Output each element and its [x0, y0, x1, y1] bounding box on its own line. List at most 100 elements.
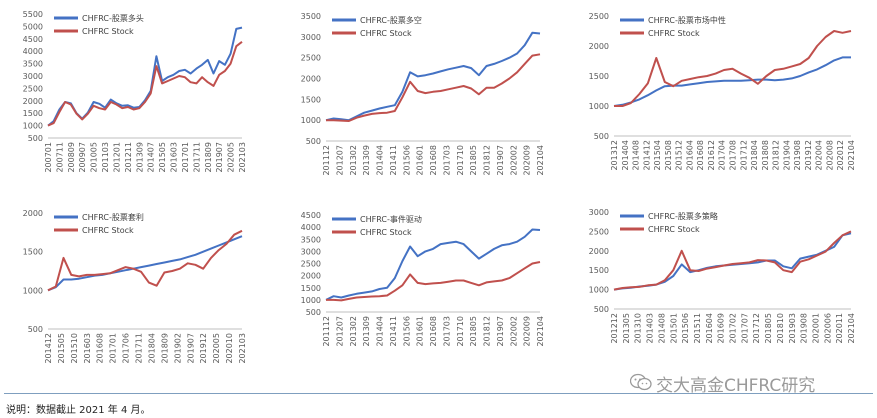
series-line-chfrc-stock: [326, 261, 541, 302]
series-line-chfrc-index: [613, 232, 852, 291]
series-line-chfrc-stock: [613, 230, 852, 291]
series-line-chfrc-index: [47, 235, 243, 292]
x-tick-label: 201411: [389, 145, 398, 176]
x-tick-label: 202103: [238, 333, 247, 364]
x-tick-label: 201701: [181, 142, 190, 173]
x-tick-label: 202004: [815, 140, 824, 171]
x-tick-label: 201903: [788, 313, 797, 344]
y-tick-label: 1500: [589, 266, 609, 275]
y-tick-label: 2500: [589, 227, 609, 236]
x-tick-label: 201411: [389, 316, 398, 347]
x-tick-label: 201403: [646, 313, 655, 344]
x-tick-label: 201608: [696, 140, 705, 171]
y-tick-label: 2500: [301, 54, 321, 63]
x-tick-label: 201601: [416, 145, 425, 176]
x-tick-label: 201412: [44, 333, 53, 364]
y-tick-label: 3000: [23, 72, 43, 81]
x-tick-label: 201505: [158, 142, 167, 173]
x-tick-label: 201005: [90, 142, 99, 173]
y-tick-label: 1000: [23, 286, 43, 295]
x-tick-label: 201404: [376, 145, 385, 176]
x-tick-label: 201201: [112, 142, 121, 173]
series-line-chfrc-stock: [47, 41, 243, 127]
x-tick-label: 201907: [496, 145, 505, 176]
x-tick-label: 201404: [376, 316, 385, 347]
series-line-chfrc-stock: [47, 229, 243, 292]
chart-5: 500 1000 1500 2000 2500 3000 3500 4000 4500 20111…: [301, 211, 545, 347]
x-tick-label: 201710: [456, 145, 465, 176]
x-tick-label: 201712: [739, 140, 748, 171]
chart-4: 500 1000 1500 2000 201412 201505 201510 201603 2…: [23, 209, 247, 364]
x-tick-label: 201506: [402, 145, 411, 176]
x-tick-label: 202010: [225, 333, 234, 364]
legend-label: CHFRC-事件驱动: [360, 214, 422, 224]
chart-2: 500 1000 1500 2000 2500 3000 3500 201112 201207 2…: [301, 12, 545, 176]
x-tick-label: 201312: [610, 140, 619, 171]
legend-label: CHFRC Stock: [82, 27, 134, 36]
y-tick-label: 2500: [301, 260, 321, 269]
x-tick-label: 201703: [442, 316, 451, 347]
watermark: 交大高金CHFRC研究: [656, 376, 816, 396]
x-tick-label: 201711: [135, 333, 144, 364]
chart-1: 500 1000 1500 2000 2500 3000 3500 4000 4500 5000 5…: [23, 10, 247, 173]
y-tick-label: 500: [28, 325, 43, 334]
x-tick-label: 201704: [718, 140, 727, 171]
x-tick-label: 202104: [536, 145, 545, 176]
x-tick-label: 200809: [67, 142, 76, 173]
x-tick-label: 201805: [469, 145, 478, 176]
x-tick-label: 201805: [764, 313, 773, 344]
x-tick-label: 201302: [349, 316, 358, 347]
x-tick-label: 202006: [823, 313, 832, 344]
y-tick-label: 2000: [589, 42, 609, 51]
legend-label: CHFRC-股票套利: [82, 212, 144, 222]
y-tick-label: 2000: [301, 75, 321, 84]
y-tick-label: 4000: [301, 223, 321, 232]
x-tick-label: 201508: [664, 140, 673, 171]
y-tick-label: 1500: [23, 109, 43, 118]
series-line-chfrc-index: [47, 26, 243, 127]
x-tick-label: 202009: [523, 316, 532, 347]
x-tick-label: 201809: [160, 333, 169, 364]
x-tick-label: 201407: [147, 142, 156, 173]
x-tick-label: 201804: [750, 140, 759, 171]
y-tick-label: 4500: [23, 35, 43, 44]
series-line-chfrc-stock: [326, 53, 541, 122]
x-tick-label: 201112: [322, 316, 331, 347]
x-tick-label: 202008: [825, 140, 834, 171]
series-line-chfrc-index: [325, 228, 541, 301]
y-tick-label: 5500: [23, 10, 43, 19]
x-tick-label: 201808: [761, 140, 770, 171]
x-tick-label: 201501: [669, 313, 678, 344]
x-tick-label: 201604: [685, 140, 694, 171]
x-tick-label: 201302: [349, 145, 358, 176]
series-line-chfrc-stock: [614, 30, 852, 107]
x-tick-label: 201907: [496, 316, 505, 347]
y-tick-label: 4000: [23, 47, 43, 56]
x-tick-label: 202104: [536, 316, 545, 347]
y-tick-label: 500: [594, 132, 609, 141]
series-line-chfrc-index: [325, 31, 541, 122]
legend-label: CHFRC-股票多策略: [648, 211, 718, 221]
x-tick-label: 201908: [793, 140, 802, 171]
x-tick-label: 201804: [147, 333, 156, 364]
legend-label: CHFRC Stock: [648, 29, 700, 38]
x-tick-label: 201912: [199, 333, 208, 364]
chart-6: 500 1000 1500 2000 2500 3000 201212 201305 20131…: [589, 208, 856, 344]
y-tick-label: 1500: [23, 248, 43, 257]
x-tick-label: 201707: [740, 313, 749, 344]
y-tick-label: 1000: [301, 116, 321, 125]
x-tick-label: 201711: [192, 142, 201, 173]
x-tick-label: 201604: [705, 313, 714, 344]
x-tick-label: 201908: [800, 313, 809, 344]
x-tick-label: 201404: [621, 140, 630, 171]
x-tick-label: 202002: [509, 145, 518, 176]
legend-label: CHFRC Stock: [648, 225, 700, 234]
x-tick-label: 201408: [657, 313, 666, 344]
x-tick-label: 201812: [483, 316, 492, 347]
x-tick-label: 201812: [483, 145, 492, 176]
x-tick-label: 201506: [402, 316, 411, 347]
x-tick-label: 201103: [101, 142, 110, 173]
y-tick-label: 500: [306, 137, 321, 146]
x-tick-label: 201212: [610, 313, 619, 344]
x-tick-label: 202005: [212, 333, 221, 364]
